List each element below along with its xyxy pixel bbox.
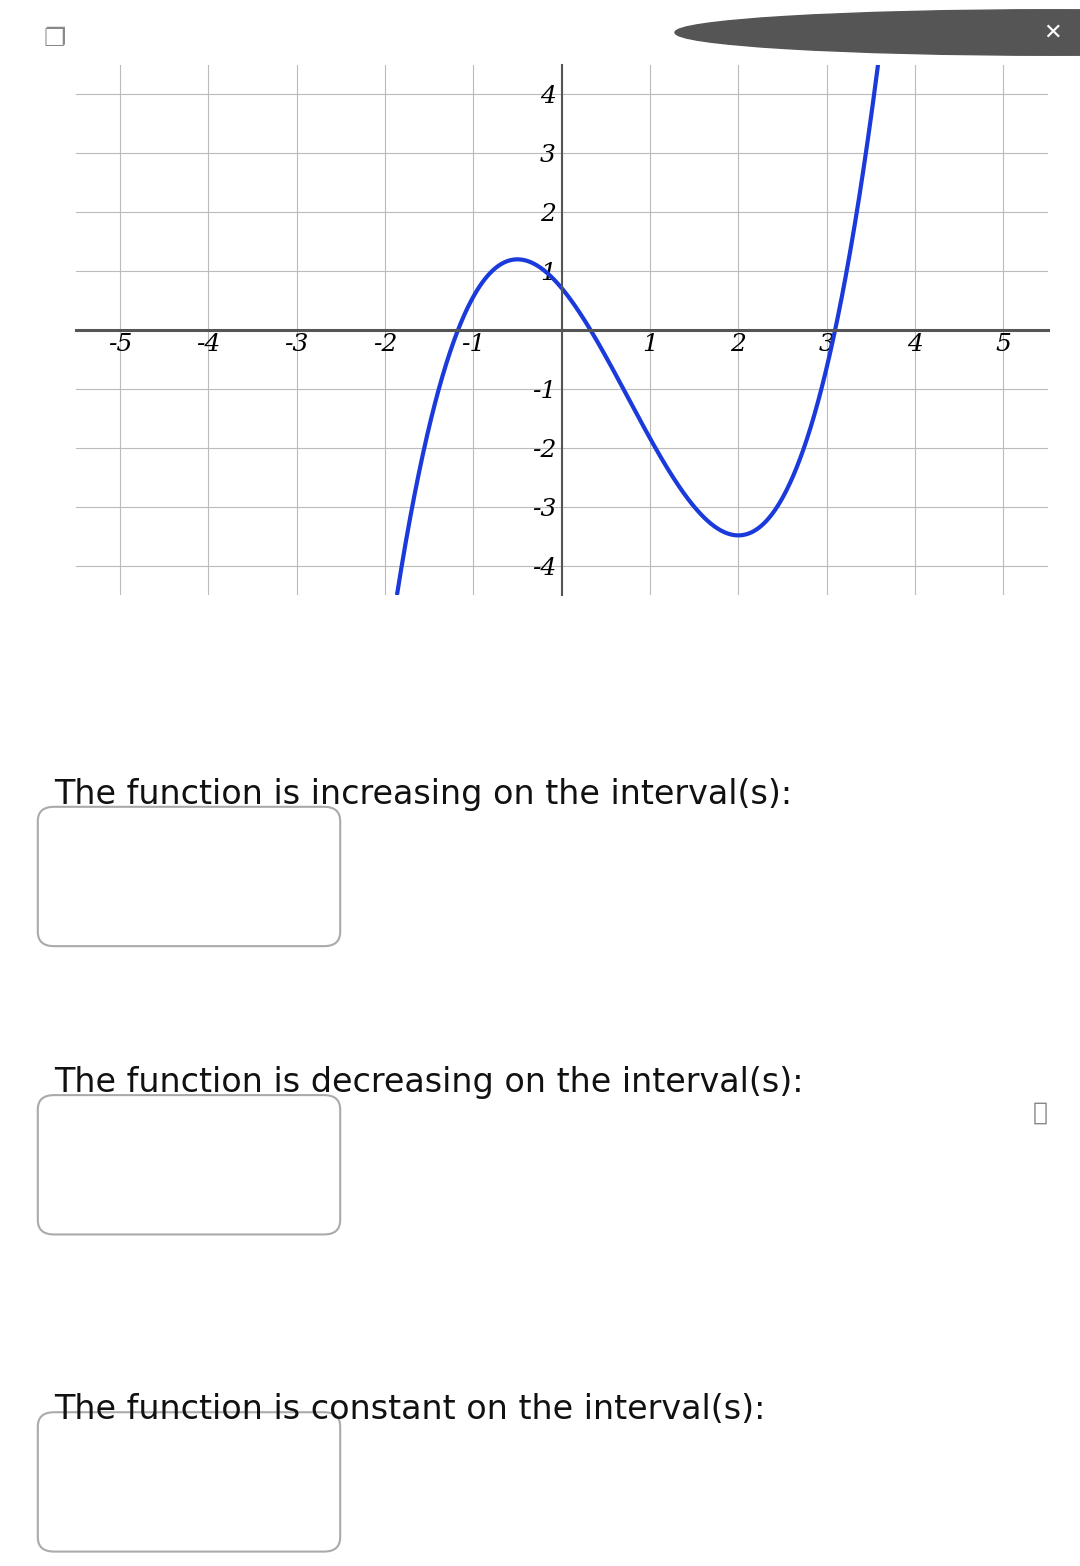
Text: The function is constant on the interval(s):: The function is constant on the interval… [54,1394,766,1427]
FancyBboxPatch shape [38,1413,340,1552]
Text: The function is increasing on the interval(s):: The function is increasing on the interv… [54,778,792,811]
Text: 🔍: 🔍 [1032,1101,1048,1124]
Text: ❐: ❐ [43,27,66,52]
Circle shape [675,9,1080,55]
Text: The function is decreasing on the interval(s):: The function is decreasing on the interv… [54,1066,804,1099]
FancyBboxPatch shape [38,1095,340,1234]
FancyBboxPatch shape [38,806,340,946]
Text: ✕: ✕ [1043,22,1063,42]
